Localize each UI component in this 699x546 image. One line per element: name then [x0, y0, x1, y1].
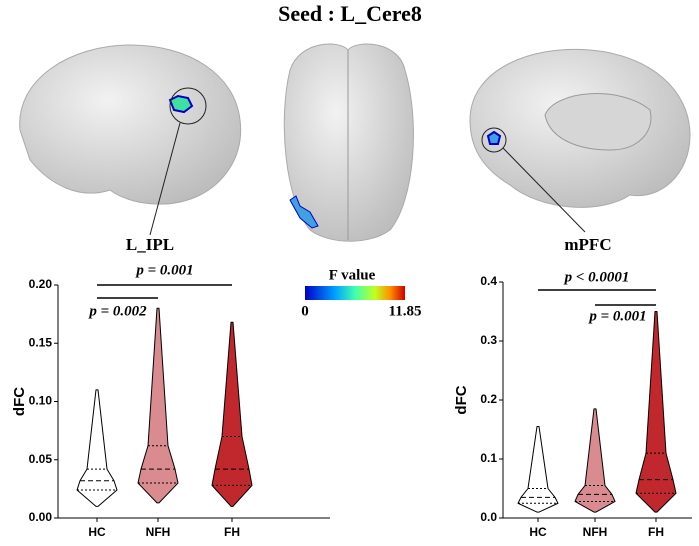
- brain-top: [283, 43, 414, 242]
- x-tick-label: NFH: [146, 525, 171, 539]
- title: Seed : L_Cere8: [278, 1, 422, 26]
- violin: [517, 426, 559, 513]
- y-axis-label: dFC: [453, 385, 470, 414]
- violin: [574, 408, 616, 513]
- x-tick-label: FH: [648, 525, 664, 539]
- colorbar-label: F value: [329, 267, 376, 283]
- y-tick-label: 0.00: [29, 510, 53, 524]
- colorbar-tick: 0: [301, 303, 309, 319]
- x-tick-label: NFH: [583, 525, 608, 539]
- brain-medial: [469, 48, 691, 233]
- y-axis-label: dFC: [11, 387, 28, 416]
- y-tick-label: 0.3: [480, 333, 497, 347]
- significance-label: p = 0.002: [87, 303, 147, 319]
- y-tick-label: 0.20: [29, 277, 53, 291]
- region-label: L_IPL: [126, 235, 174, 254]
- violin: [137, 307, 179, 504]
- violin: [635, 311, 677, 513]
- x-tick-label: HC: [88, 525, 106, 539]
- y-tick-label: 0.05: [29, 452, 53, 466]
- brain-lateral: [19, 44, 242, 236]
- colorbar-tick: 11.85: [389, 303, 422, 319]
- region-label: mPFC: [564, 235, 611, 254]
- y-tick-label: 0.1: [480, 451, 497, 465]
- violin: [211, 321, 253, 507]
- x-tick-label: FH: [224, 525, 240, 539]
- significance-label: p = 0.001: [134, 262, 193, 278]
- y-tick-label: 0.0: [480, 510, 497, 524]
- y-tick-label: 0.10: [29, 394, 53, 408]
- significance-label: p < 0.0001: [563, 269, 630, 285]
- colorbar: [305, 286, 405, 300]
- y-tick-label: 0.2: [480, 392, 497, 406]
- y-tick-label: 0.4: [480, 274, 497, 288]
- significance-label: p = 0.001: [587, 308, 646, 324]
- violin: [76, 389, 118, 507]
- y-tick-label: 0.15: [29, 335, 53, 349]
- x-tick-label: HC: [529, 525, 547, 539]
